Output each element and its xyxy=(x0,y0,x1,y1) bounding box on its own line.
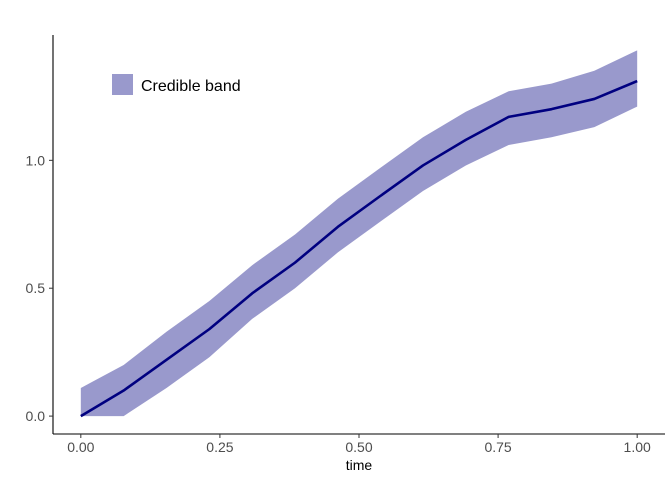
legend-key-credible-band xyxy=(112,74,133,95)
x-tick-label: 0.75 xyxy=(484,439,511,455)
plot-area xyxy=(80,50,638,418)
ticks: 0.00 0.25 0.50 0.75 1.00 0.0 0.5 1.0 xyxy=(26,152,651,455)
y-tick-label: 0.0 xyxy=(26,408,46,424)
y-tick-label: 0.5 xyxy=(26,280,46,296)
x-tick-label: 0.00 xyxy=(67,439,94,455)
x-tick-label: 0.25 xyxy=(206,439,233,455)
x-tick-label: 0.50 xyxy=(345,439,372,455)
x-axis-title: time xyxy=(346,457,373,473)
legend-label-credible-band: Credible band xyxy=(141,78,241,95)
y-tick-label: 1.0 xyxy=(26,152,46,168)
x-tick-label: 1.00 xyxy=(624,439,651,455)
legend: Credible band xyxy=(112,74,241,95)
mean-line xyxy=(80,79,638,418)
credible-band-area xyxy=(80,50,638,417)
